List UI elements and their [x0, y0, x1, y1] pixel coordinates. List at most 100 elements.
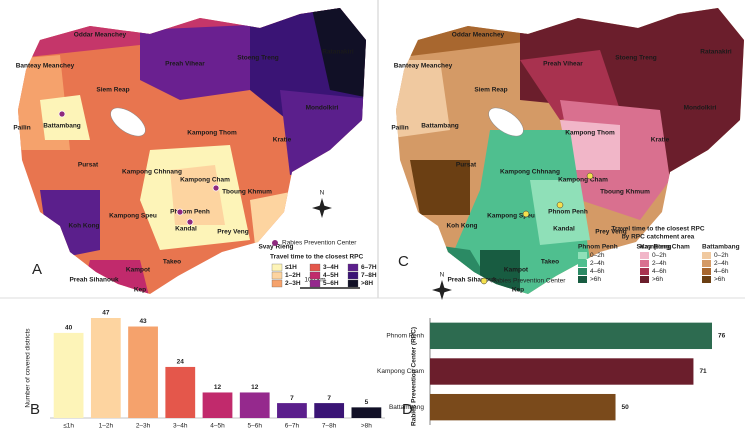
province-label: Prey Veng: [217, 229, 248, 236]
province-label: Kampong Speu: [487, 213, 535, 220]
legend-label: 4–6h: [590, 268, 605, 275]
north-label: N: [320, 190, 325, 197]
legend-label: 6–7H: [361, 264, 377, 271]
bar: [351, 407, 382, 418]
x-tick-label: 6–7h: [285, 423, 300, 430]
legend-label: 7–8H: [361, 272, 377, 279]
value-label: 12: [251, 384, 259, 391]
province-label: Siem Reap: [96, 87, 129, 94]
value-label: 5: [365, 399, 369, 406]
province-label: Preah Sihanouk: [447, 277, 497, 284]
bar: [430, 358, 694, 385]
bar: [277, 403, 307, 418]
province-label: Pursat: [78, 162, 99, 169]
legend-swatch: [578, 268, 587, 275]
legend-marker: [272, 240, 278, 246]
legend-label: 1–2H: [285, 272, 301, 279]
panel-letter: D: [402, 401, 413, 418]
legend-swatch: [271, 271, 283, 280]
legend-label: ≤1H: [285, 264, 297, 271]
legend-group: Phnom Penh: [578, 244, 618, 251]
rpc-marker: [556, 201, 564, 209]
province-label: Banteay Meanchey: [16, 63, 75, 70]
legend-swatch: [347, 263, 359, 272]
value-label: 50: [622, 404, 630, 411]
legend-swatch: [309, 263, 321, 272]
province-label: Oddar Meanchey: [74, 32, 127, 39]
rpc-marker: [186, 218, 194, 226]
legend-swatch: [640, 252, 649, 259]
legend-label: 4–6h: [652, 268, 667, 275]
province-label: Koh Kong: [68, 223, 99, 230]
legend-swatch: [309, 271, 321, 280]
legend-label: >6h: [652, 276, 663, 283]
x-tick-label: 1–2h: [99, 423, 114, 430]
y-axis-label: Number of covered districts: [25, 328, 32, 408]
province-label: Svay Rieng: [636, 244, 671, 251]
legend-swatch: [309, 279, 321, 288]
panel-letter: C: [398, 253, 409, 270]
value-label: 40: [65, 325, 73, 332]
legend-swatch: [347, 271, 359, 280]
panel-letter: B: [30, 401, 40, 418]
legend-swatch: [578, 252, 587, 259]
legend-label: >6h: [714, 276, 725, 283]
y-tick-label: Phnom Penh: [386, 333, 424, 340]
legend-label: 2–4h: [590, 260, 605, 267]
legend-label: >8H: [361, 280, 373, 287]
province-label: Kep: [134, 287, 146, 294]
province-label: Battambang: [421, 123, 459, 130]
province-label: Kampot: [504, 267, 529, 274]
bar: [53, 332, 84, 418]
value-label: 7: [327, 395, 331, 402]
rpc-marker: [522, 210, 530, 218]
province-label: Battambang: [43, 123, 81, 130]
value-label: 76: [718, 333, 726, 340]
value-label: 24: [177, 359, 185, 366]
x-tick-label: 3–4h: [173, 423, 188, 430]
legend-subtitle: by RPC catchment area: [622, 234, 695, 241]
province-label: Preah Vihear: [165, 61, 205, 68]
province-label: Takeo: [541, 259, 559, 266]
legend-label: 2–3H: [285, 280, 301, 287]
province-label: Kampong Cham: [180, 177, 230, 184]
province-label: Pailin: [391, 125, 408, 132]
province-label: Preah Vihear: [543, 61, 583, 68]
legend-swatch: [702, 260, 711, 267]
legend-label: 2–4h: [652, 260, 667, 267]
value-label: 12: [214, 384, 222, 391]
legend-label: 0–2h: [590, 252, 605, 259]
legend-title: Travel time to the closest RPC: [611, 226, 705, 233]
province-label: Pailin: [13, 125, 30, 132]
legend-swatch: [578, 260, 587, 267]
province-label: Kandal: [553, 226, 575, 233]
province-label: Kampot: [126, 267, 151, 274]
legend-swatch: [702, 276, 711, 283]
legend-swatch: [640, 276, 649, 283]
province-label: Prey Veng: [595, 229, 626, 236]
legend-swatch: [578, 276, 587, 283]
x-tick-label: ≤1h: [63, 423, 74, 430]
rpc-marker: [58, 110, 66, 118]
province-label: Stoeng Treng: [615, 55, 657, 62]
y-axis-label: Rabies Prevention Center (RPC): [411, 327, 418, 426]
rpc-marker: [176, 208, 184, 216]
x-tick-label: 7–8h: [322, 423, 337, 430]
legend-swatch: [702, 268, 711, 275]
province-label: Tboung Khmum: [222, 189, 272, 196]
province-label: Kampong Thom: [187, 130, 237, 137]
province-label: Mondolkiri: [684, 105, 717, 112]
bar: [90, 318, 121, 418]
legend-marker: [480, 277, 488, 285]
province-label: Pursat: [456, 162, 477, 169]
province-label: Ratanakiri: [322, 49, 354, 56]
legend-group: Kampong Cham: [640, 244, 690, 251]
legend-label: 0–2h: [652, 252, 667, 259]
legend-label: 5–6H: [323, 280, 339, 287]
legend-title: Travel time to the closest RPC: [270, 254, 364, 261]
x-tick-label: 4–5h: [210, 423, 225, 430]
legend-swatch: [640, 268, 649, 275]
x-tick-label: 5–6h: [247, 423, 262, 430]
compass: [432, 287, 452, 293]
